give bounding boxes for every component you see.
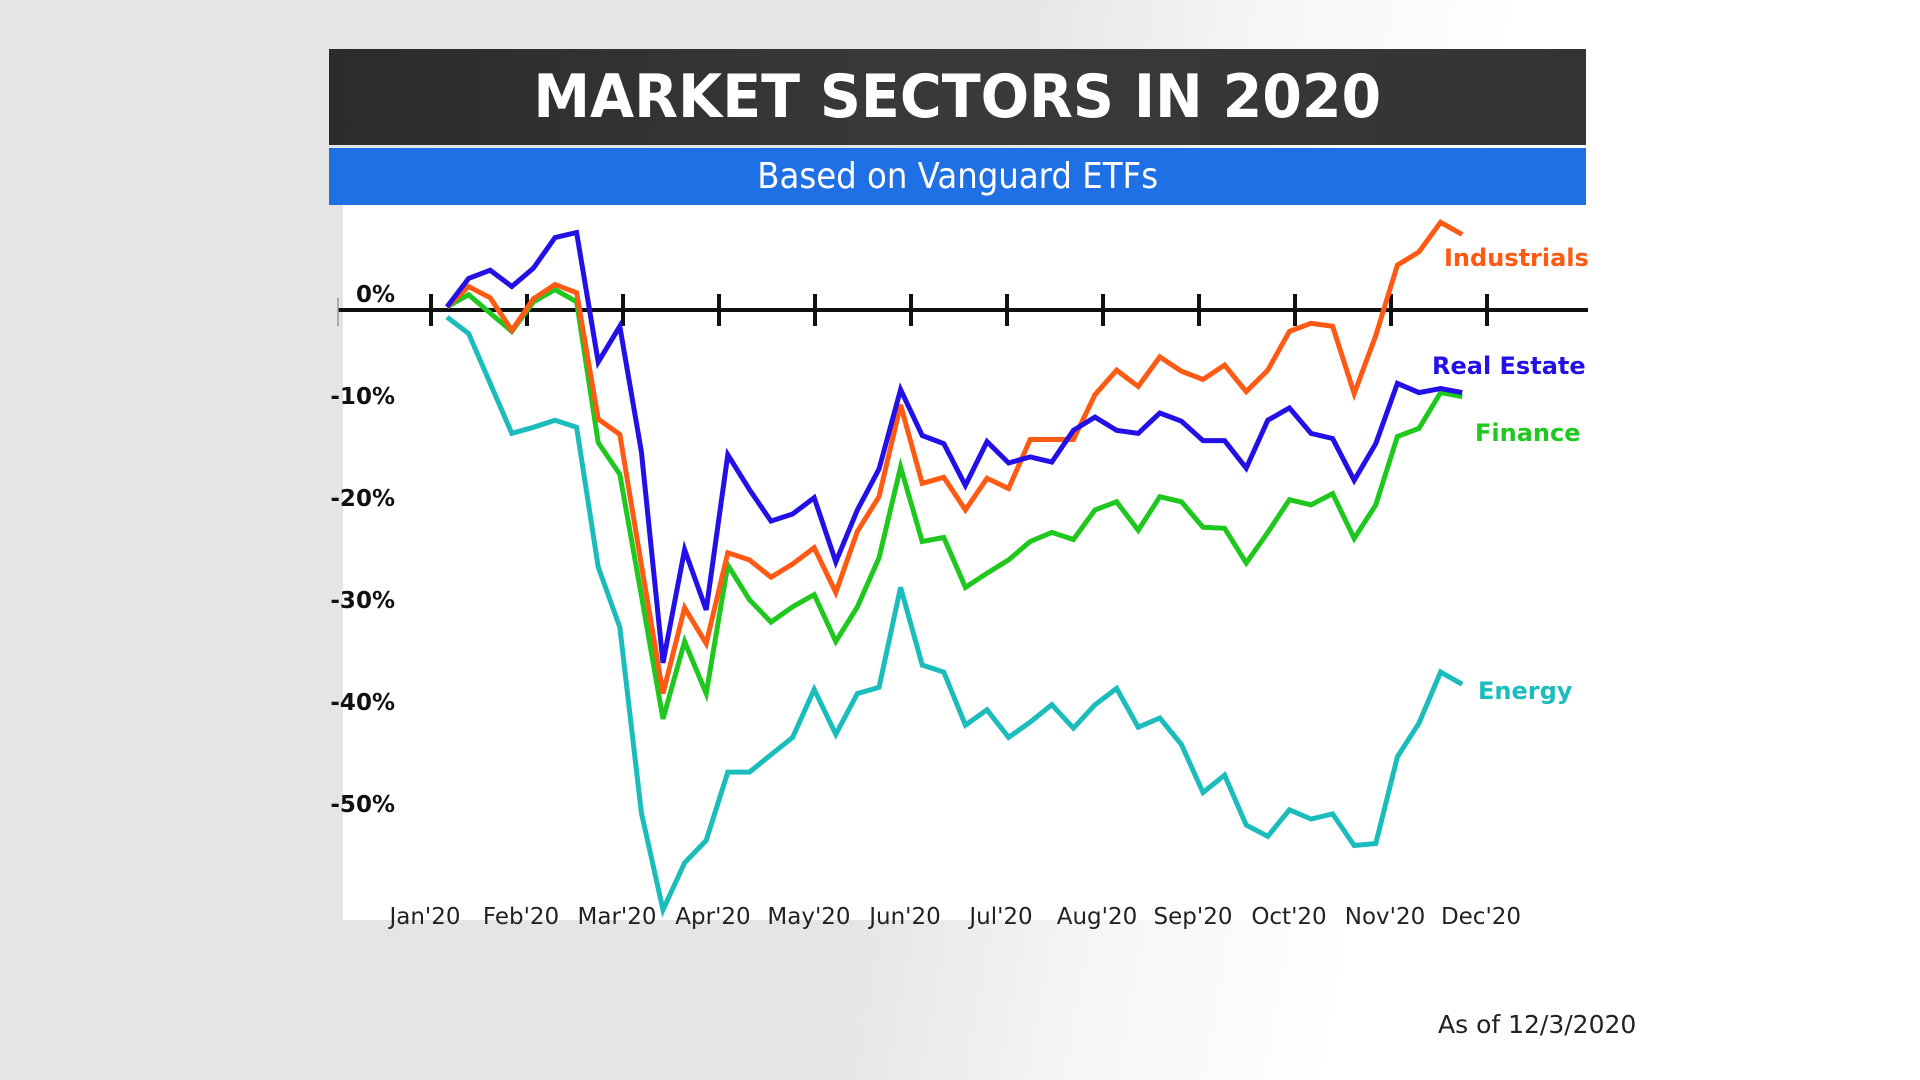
y-tick-label: -50%	[330, 792, 395, 818]
series-line-energy	[445, 315, 1464, 918]
zero-axis	[337, 294, 1588, 326]
x-tick-label: Mar'20	[578, 904, 657, 930]
x-tick-label: Feb'20	[483, 904, 559, 930]
x-tick-label: Jul'20	[967, 904, 1032, 930]
y-tick-label: 0%	[356, 282, 395, 308]
plot-panel	[343, 205, 1620, 920]
series-label-real-estate: Real Estate	[1432, 352, 1586, 380]
chart-title: MARKET SECTORS IN 2020	[533, 62, 1382, 132]
x-tick-label: Nov'20	[1345, 904, 1425, 930]
x-tick-label: May'20	[767, 904, 850, 930]
y-tick-label: -30%	[330, 588, 395, 614]
x-tick-labels: Jan'20 Feb'20 Mar'20 Apr'20 May'20 Jun'20 Jul'…	[387, 904, 1521, 930]
series-label-finance: Finance	[1475, 419, 1581, 447]
x-tick-label: Oct'20	[1251, 904, 1326, 930]
series-label-energy: Energy	[1478, 677, 1573, 705]
y-tick-labels: 0% -10% -20% -30% -40% -50%	[330, 282, 395, 818]
as-of-date: As of 12/3/2020	[1438, 1010, 1637, 1039]
x-tick-label: Jan'20	[387, 904, 460, 930]
series-lines	[445, 219, 1464, 918]
y-tick-label: -40%	[330, 690, 395, 716]
series-line-real-estate	[445, 229, 1463, 664]
title-banner: MARKET SECTORS IN 2020	[329, 49, 1586, 145]
x-tick-label: Aug'20	[1057, 904, 1138, 930]
subtitle-banner: Based on Vanguard ETFs	[329, 148, 1586, 205]
y-tick-label: -10%	[330, 384, 395, 410]
gridlines	[353, 410, 1618, 822]
y-tick-label: -20%	[330, 486, 395, 512]
x-tick-label: Sep'20	[1154, 904, 1233, 930]
x-tick-label: Jun'20	[867, 904, 941, 930]
x-tick-label: Apr'20	[675, 904, 750, 930]
series-label-industrials: Industrials	[1444, 244, 1589, 272]
series-labels: Industrials Real Estate Finance Energy	[1432, 244, 1589, 705]
series-line-industrials	[445, 219, 1464, 695]
series-line-finance	[445, 286, 1463, 720]
x-tick-label: Dec'20	[1441, 904, 1521, 930]
chart-subtitle: Based on Vanguard ETFs	[757, 155, 1158, 197]
